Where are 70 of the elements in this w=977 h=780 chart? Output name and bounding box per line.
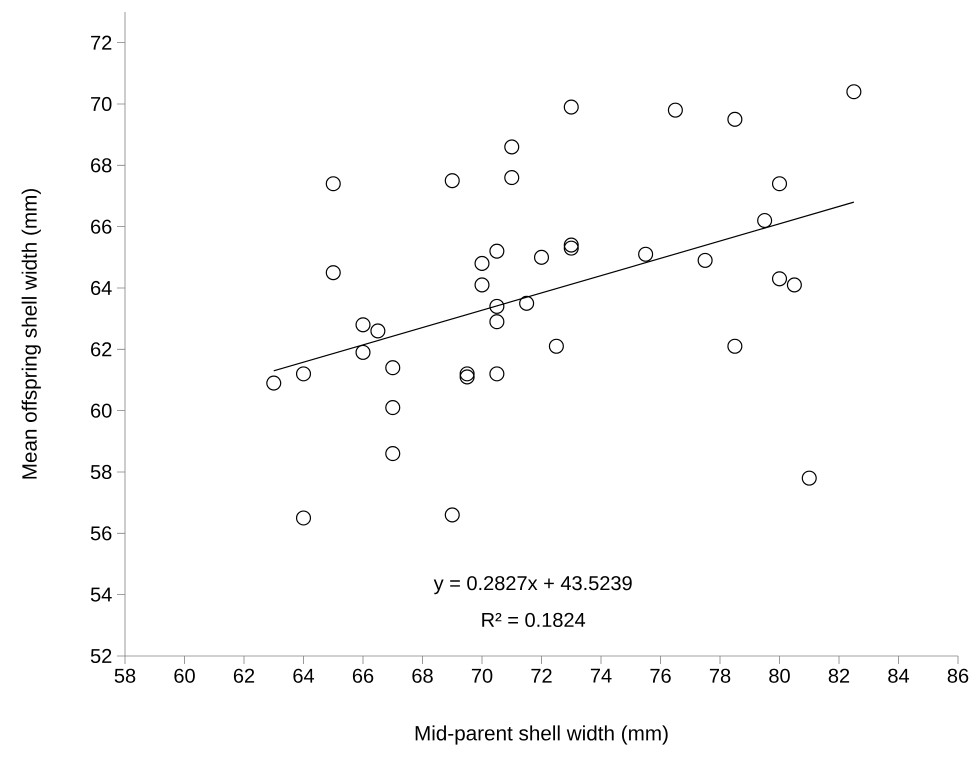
point: [504, 139, 520, 154]
point: [564, 100, 579, 115]
point: [802, 470, 817, 486]
y-tick-label: 52: [90, 648, 112, 664]
x-tick-label: 86: [948, 668, 968, 683]
point: [727, 112, 742, 127]
point: [698, 252, 713, 268]
point: [548, 338, 564, 354]
point: [370, 323, 386, 338]
point: [786, 277, 802, 292]
x-tick-label: 78: [710, 668, 730, 683]
point: [385, 446, 400, 462]
y-tick-label: 72: [91, 36, 112, 50]
point: [668, 102, 683, 118]
x-tick-label: 66: [352, 668, 374, 683]
point: [504, 170, 520, 186]
point: [326, 176, 341, 192]
point: [355, 317, 371, 332]
x-tick-label: 70: [472, 668, 492, 683]
y-tick-label: 66: [91, 220, 112, 234]
point: [385, 400, 400, 416]
y-tick-label: 60: [91, 404, 112, 418]
point: [846, 84, 862, 100]
y-tick-label: 54: [90, 588, 112, 602]
point: [385, 360, 400, 376]
point: [296, 510, 312, 526]
x-tick-label: 76: [650, 668, 671, 683]
y-axis-title: Mean offspring shell width (mm): [22, 189, 41, 479]
point: [489, 314, 504, 330]
point: [534, 250, 550, 265]
point: [727, 338, 742, 354]
point: [489, 366, 504, 382]
point: [460, 366, 475, 382]
point: [296, 366, 312, 382]
point: [444, 507, 460, 522]
point: [474, 277, 490, 292]
x-tick-label: 84: [888, 668, 910, 683]
x-tick-label: 62: [234, 668, 254, 683]
x-tick-label: 58: [114, 668, 136, 683]
point: [326, 265, 341, 280]
point: [757, 212, 772, 228]
point: [489, 244, 504, 259]
point: [519, 296, 534, 311]
x-tick-label: 60: [174, 668, 195, 683]
y-tick-label: 70: [91, 96, 112, 112]
x-tick-label: 80: [769, 668, 790, 683]
annotation: R² = 0.1824: [482, 612, 586, 627]
y-tick-label: 58: [90, 464, 112, 480]
point: [355, 344, 371, 360]
y-tick-label: 64: [91, 280, 112, 296]
x-tick-label: 74: [590, 668, 612, 682]
y-tick-label: 56: [90, 526, 112, 540]
point: [564, 238, 579, 253]
point: [638, 246, 654, 262]
point: [460, 369, 475, 384]
point: [772, 271, 788, 286]
x-axis-title: Mid-parent shell width (mm): [416, 725, 668, 745]
x-tick-label: 72: [531, 668, 552, 683]
point: [474, 256, 490, 271]
x-tick-label: 64: [293, 668, 314, 683]
point: [444, 173, 460, 188]
x-tick-label: 82: [828, 668, 850, 683]
y-tick-label: 62: [91, 342, 112, 356]
point: [489, 298, 504, 314]
annotation: y = 0.2827x + 43.5239: [434, 576, 632, 594]
point: [266, 376, 282, 391]
point: [772, 176, 788, 192]
x-tick-label: 68: [412, 668, 433, 683]
y-tick-label: 68: [91, 158, 112, 172]
point: [564, 240, 579, 256]
